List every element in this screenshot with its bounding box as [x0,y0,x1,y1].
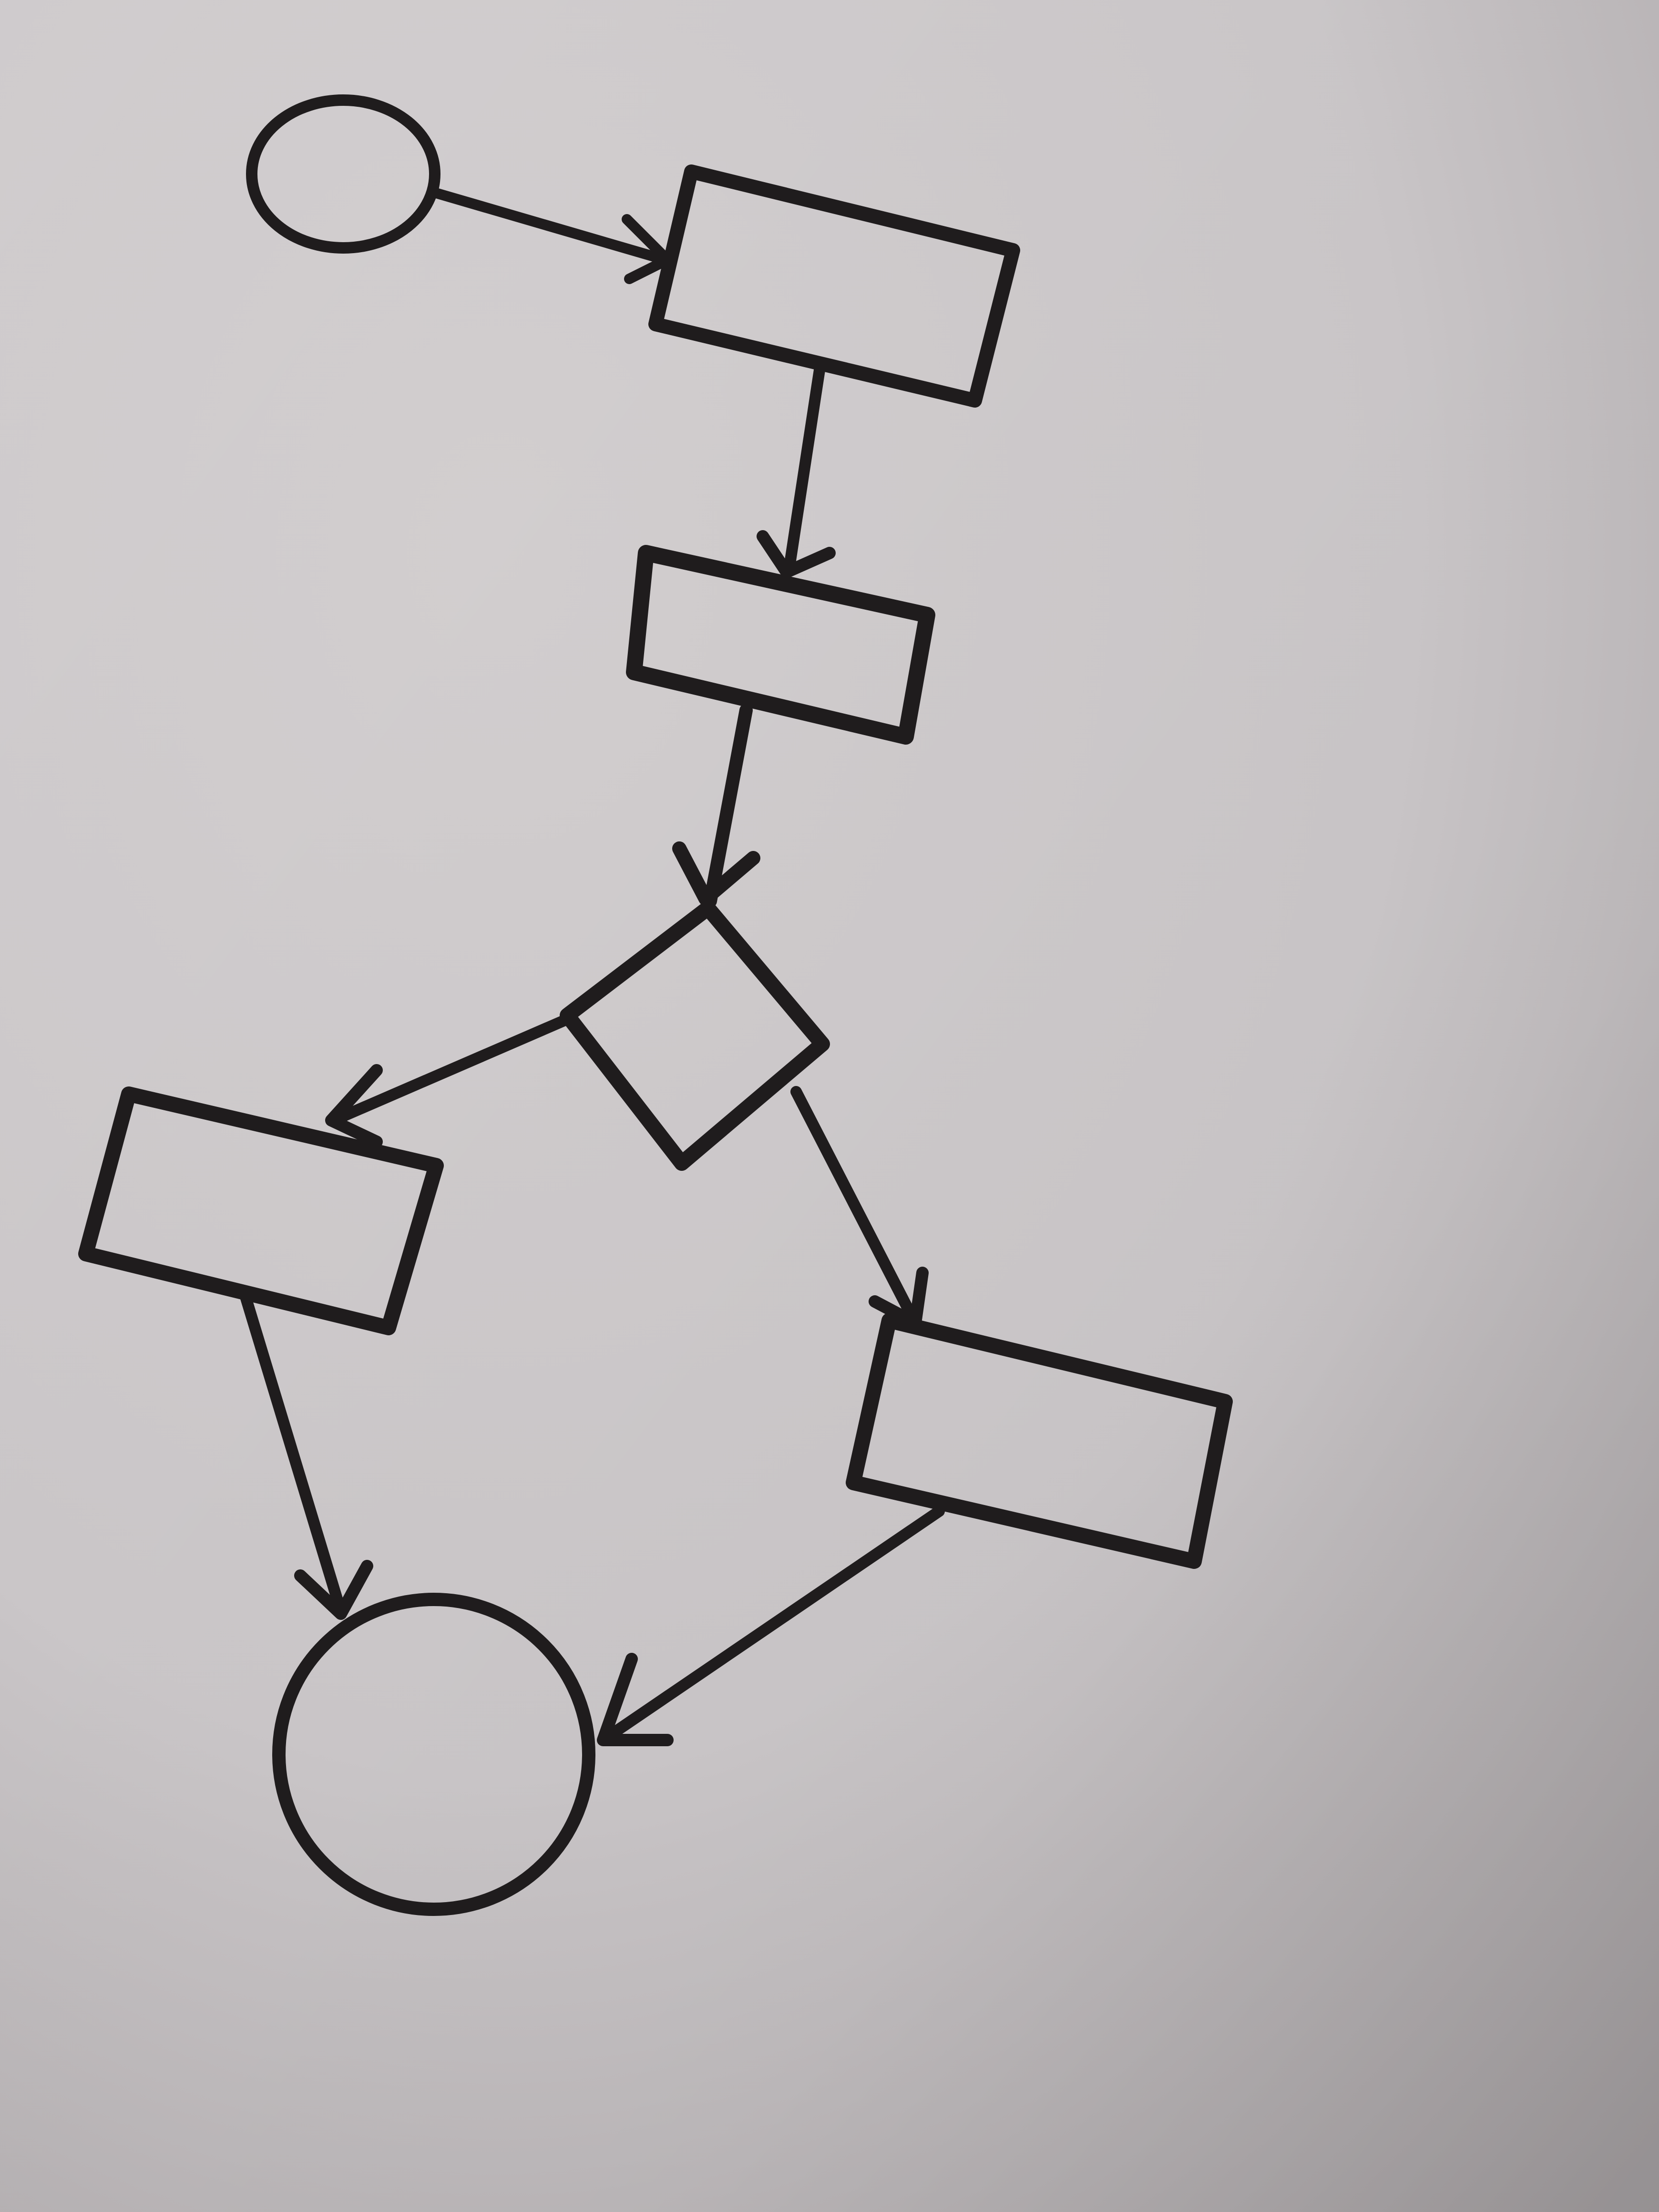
step2-rectangle [626,545,935,745]
end-circle [272,1593,595,1916]
step1-rectangle [648,164,1020,408]
nodes [78,94,1233,1916]
edges [240,188,945,1746]
arrow-branch-left-to-end [240,1291,373,1620]
branch-left-rectangle [78,1086,444,1335]
start-ellipse [246,94,440,254]
decision-diamond [560,901,830,1171]
arrow-branch-right-to-end [597,1505,945,1746]
arrow-step1-to-step2 [757,361,836,578]
arrow-start-to-step1 [431,188,673,284]
arrow-decision-to-branch-left [325,1014,571,1148]
branch-right-rectangle [846,1313,1233,1569]
arrow-decision-to-branch-right [790,1086,929,1329]
arrow-step2-to-decision [672,704,760,908]
